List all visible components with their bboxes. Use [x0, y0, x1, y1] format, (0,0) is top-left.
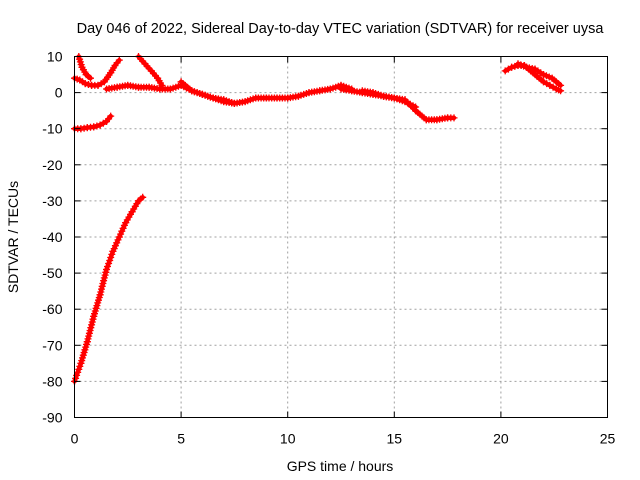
- y-tick-label: 10: [47, 49, 63, 65]
- grid: [74, 56, 608, 418]
- data-point: [87, 74, 94, 82]
- y-tick-label: 0: [55, 85, 63, 101]
- data-point: [450, 114, 458, 122]
- data-point: [75, 365, 83, 373]
- series-arc-8: [177, 78, 238, 107]
- chart-title: Day 046 of 2022, Sidereal Day-to-day VTE…: [77, 21, 605, 37]
- data-point: [76, 362, 84, 370]
- x-tick-label: 0: [71, 431, 79, 447]
- data-point: [104, 263, 111, 270]
- x-tick-label: 10: [280, 431, 296, 447]
- x-axis-title: GPS time / hours: [287, 458, 394, 474]
- y-tick-label: -20: [42, 157, 62, 173]
- series-arc-1: [71, 193, 147, 385]
- data-point: [103, 266, 110, 273]
- data-point: [90, 123, 98, 131]
- y-tick-label: -80: [42, 373, 62, 389]
- ticks: 0 5 10 15 20 25 10 0 -10 -20 -30 -40 -50 -60 -70 -80 -90: [42, 49, 615, 447]
- data-point: [81, 80, 89, 88]
- y-axis-title: SDTVAR / TECUs: [5, 181, 21, 293]
- series-arc-2: [71, 112, 115, 133]
- y-tick-label: -10: [42, 121, 62, 137]
- data-point: [158, 81, 166, 89]
- data-point: [106, 257, 114, 264]
- data-point: [115, 56, 123, 64]
- x-tick-label: 5: [177, 431, 185, 447]
- data-point: [84, 81, 92, 88]
- x-tick-label: 20: [493, 431, 509, 447]
- data-point: [508, 63, 516, 71]
- data-layer: [71, 53, 565, 385]
- y-tick-label: -30: [42, 193, 62, 209]
- x-tick-label: 25: [600, 431, 616, 447]
- data-point: [74, 368, 82, 376]
- series-arc-4: [75, 53, 94, 82]
- series-arc-3: [71, 56, 123, 89]
- series-arc-10: [358, 87, 420, 111]
- data-point: [105, 260, 113, 267]
- data-point: [230, 99, 238, 107]
- data-point: [107, 112, 115, 120]
- data-point: [72, 374, 80, 382]
- series-arc-6: [135, 53, 166, 89]
- data-point: [93, 122, 101, 130]
- data-point: [412, 103, 420, 111]
- y-tick-label: -50: [42, 265, 62, 281]
- series-arc-12: [514, 60, 565, 89]
- series-arc-9: [337, 85, 458, 124]
- data-point: [108, 250, 116, 258]
- data-point: [107, 254, 115, 261]
- y-tick-label: -60: [42, 301, 62, 317]
- y-tick-label: -70: [42, 337, 62, 353]
- data-point: [557, 81, 565, 89]
- data-point: [139, 193, 147, 201]
- series-path: [338, 86, 457, 122]
- y-tick-label: -40: [42, 229, 62, 245]
- y-tick-label: -90: [42, 410, 62, 426]
- series-arc-7: [166, 81, 356, 107]
- x-tick-label: 15: [387, 431, 403, 447]
